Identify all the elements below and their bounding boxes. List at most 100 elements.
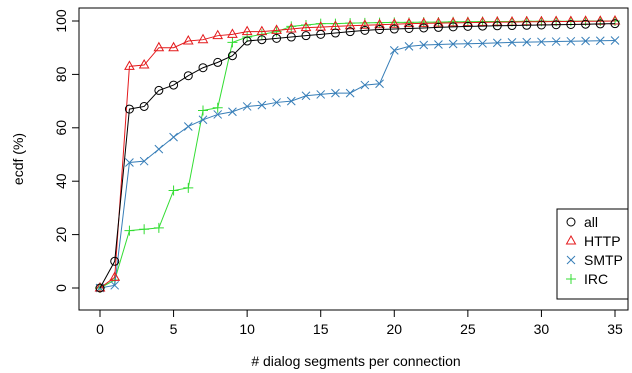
point-all-25 — [463, 21, 473, 31]
point-irc-9 — [227, 37, 238, 48]
point-smtp-4 — [154, 144, 164, 154]
point-all-10 — [242, 36, 252, 46]
point-http-12 — [271, 24, 282, 34]
x-tick-label-25: 25 — [460, 321, 476, 337]
point-all-4 — [154, 85, 164, 95]
point-smtp-32 — [566, 36, 576, 46]
point-smtp-15 — [316, 90, 326, 99]
point-all-0 — [95, 283, 105, 293]
point-all-28 — [507, 21, 517, 31]
point-all-27 — [492, 21, 502, 31]
point-smtp-1 — [110, 280, 120, 290]
point-smtp-20 — [389, 46, 399, 55]
point-http-0 — [94, 281, 106, 292]
point-smtp-3 — [139, 156, 149, 166]
series-layer — [94, 14, 621, 293]
point-smtp-31 — [551, 37, 561, 46]
point-smtp-9 — [228, 107, 237, 117]
point-all-6 — [183, 71, 193, 81]
legend-label-smtp: SMTP — [584, 252, 623, 268]
point-smtp-14 — [301, 91, 311, 101]
series-http — [94, 14, 621, 292]
point-all-9 — [227, 51, 237, 61]
point-irc-2 — [124, 225, 135, 236]
legend: all HTTP SMTP IRC — [556, 208, 629, 300]
point-all-34 — [595, 19, 605, 29]
point-http-5 — [168, 41, 179, 52]
point-http-22 — [418, 17, 430, 27]
point-smtp-18 — [360, 80, 370, 90]
point-smtp-8 — [213, 110, 223, 119]
point-http-10 — [241, 25, 253, 36]
point-http-14 — [300, 21, 312, 32]
point-http-23 — [433, 17, 444, 27]
series-line-all — [99, 23, 616, 289]
legend-label-irc: IRC — [584, 271, 608, 287]
point-smtp-29 — [522, 37, 532, 47]
legend-entry-http: HTTP — [565, 233, 621, 249]
series-all — [95, 19, 620, 293]
y-tick-label-100: 100 — [53, 9, 69, 33]
point-smtp-17 — [345, 88, 355, 98]
x-tick-label-30: 30 — [534, 321, 550, 337]
point-smtp-23 — [434, 40, 443, 49]
point-smtp-25 — [463, 39, 473, 49]
legend-label-http: HTTP — [584, 233, 621, 249]
legend-entry-all: all — [566, 214, 598, 230]
x-tick-label-20: 20 — [386, 321, 402, 337]
point-smtp-34 — [595, 36, 605, 46]
point-all-17 — [345, 27, 355, 37]
point-all-22 — [419, 23, 429, 33]
point-http-18 — [359, 19, 371, 29]
series-smtp — [95, 36, 620, 293]
point-all-5 — [169, 80, 179, 90]
point-smtp-7 — [198, 115, 208, 125]
point-all-11 — [257, 35, 267, 45]
legend-marker-all — [566, 217, 576, 227]
legend-marker-irc — [566, 274, 576, 284]
legend-entry-irc: IRC — [566, 271, 608, 287]
point-http-4 — [153, 41, 165, 52]
point-all-33 — [581, 19, 591, 29]
point-http-1 — [109, 271, 121, 281]
point-smtp-22 — [419, 40, 429, 50]
y-tick-label-80: 80 — [53, 66, 69, 82]
point-all-31 — [551, 20, 561, 30]
point-smtp-11 — [257, 100, 267, 110]
point-smtp-28 — [507, 38, 517, 47]
x-tick-label-0: 0 — [96, 321, 104, 337]
y-axis: 0 20 40 60 80 100 — [53, 9, 80, 292]
point-all-1 — [110, 256, 120, 266]
point-smtp-5 — [169, 132, 178, 142]
point-http-27 — [491, 16, 503, 26]
point-all-24 — [448, 22, 458, 32]
x-tick-label-10: 10 — [239, 321, 255, 337]
point-smtp-35 — [610, 36, 620, 45]
point-smtp-6 — [183, 122, 193, 131]
point-http-25 — [462, 16, 474, 27]
point-all-26 — [478, 21, 488, 31]
point-smtp-19 — [375, 79, 384, 89]
point-all-29 — [522, 20, 532, 30]
point-smtp-13 — [286, 96, 296, 106]
y-tick-label-60: 60 — [53, 120, 69, 136]
point-all-23 — [433, 22, 443, 32]
point-http-21 — [403, 17, 415, 28]
x-tick-label-5: 5 — [170, 321, 178, 337]
series-irc — [95, 16, 620, 293]
point-http-19 — [374, 18, 385, 29]
point-irc-8 — [212, 102, 223, 113]
point-all-2 — [124, 104, 134, 114]
point-all-19 — [375, 25, 385, 35]
point-http-20 — [388, 18, 400, 28]
point-smtp-26 — [478, 39, 487, 48]
point-all-15 — [316, 29, 326, 39]
point-irc-5 — [168, 185, 179, 196]
point-all-30 — [536, 20, 546, 30]
point-irc-3 — [139, 224, 150, 235]
point-http-3 — [138, 59, 150, 69]
series-line-smtp — [99, 39, 616, 289]
legend-entry-smtp: SMTP — [566, 252, 623, 268]
point-http-8 — [212, 29, 224, 40]
